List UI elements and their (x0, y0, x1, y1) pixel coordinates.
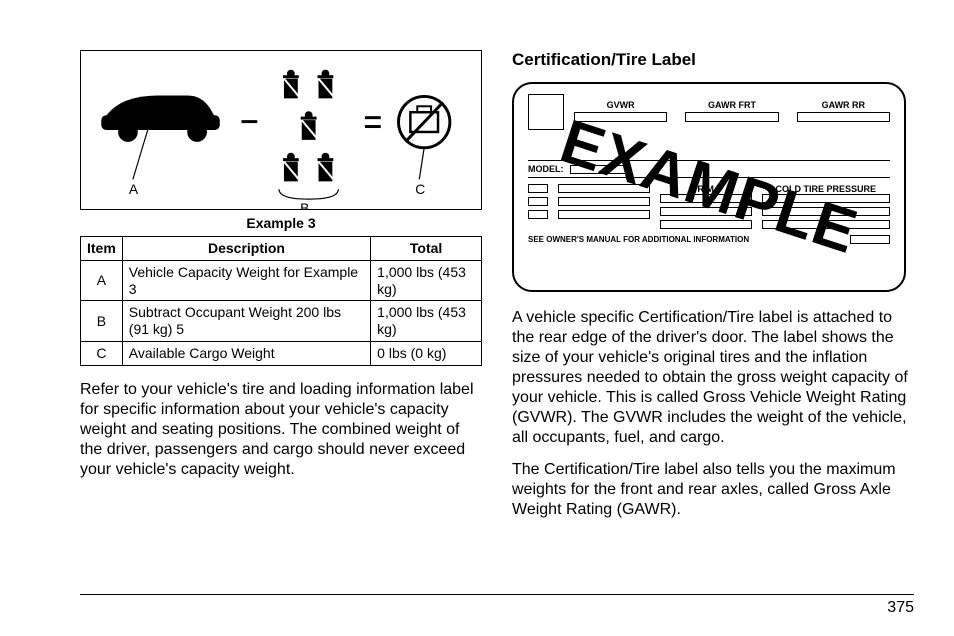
page-number: 375 (80, 595, 914, 617)
table-row: A Vehicle Capacity Weight for Example 3 … (81, 260, 482, 301)
field-label: GVWR (574, 100, 667, 110)
right-paragraph-2: The Certification/Tire label also tells … (512, 460, 914, 520)
cell-desc: Subtract Occupant Weight 200 lbs (91 kg)… (122, 301, 370, 342)
table-header: Description (122, 237, 370, 261)
passengers-group (283, 70, 333, 182)
right-column: Certification/Tire Label GVWR GAWR FRT G… (512, 50, 914, 590)
cell-item: A (81, 260, 123, 301)
field-label: GAWR FRT (685, 100, 778, 110)
section-heading: Certification/Tire Label (512, 50, 914, 70)
table-header: Total (371, 237, 482, 261)
cell-total: 0 lbs (0 kg) (371, 341, 482, 365)
cell-item: C (81, 341, 123, 365)
cell-total: 1,000 lbs (453 kg) (371, 260, 482, 301)
cell-desc: Vehicle Capacity Weight for Example 3 (122, 260, 370, 301)
cell-total: 1,000 lbs (453 kg) (371, 301, 482, 342)
certification-label-figure: GVWR GAWR FRT GAWR RR MODEL: (512, 82, 906, 292)
label-c: C (415, 181, 425, 197)
right-paragraph-1: A vehicle specific Certification/Tire la… (512, 308, 914, 448)
table-row: C Available Cargo Weight 0 lbs (0 kg) (81, 341, 482, 365)
field-label: GAWR RR (797, 100, 890, 110)
blank-box (558, 210, 650, 219)
diagram-caption: Example 3 (80, 215, 482, 231)
equation-diagram: A B (80, 50, 482, 210)
cell-item: B (81, 301, 123, 342)
blank-box (850, 235, 890, 244)
blank-box (528, 197, 548, 206)
table-row: B Subtract Occupant Weight 200 lbs (91 k… (81, 301, 482, 342)
weight-table: Item Description Total A Vehicle Capacit… (80, 236, 482, 366)
label-a: A (129, 181, 139, 197)
cell-desc: Available Cargo Weight (122, 341, 370, 365)
label-b: B (300, 200, 309, 209)
left-column: A B (80, 50, 482, 590)
left-paragraph: Refer to your vehicle's tire and loading… (80, 380, 482, 480)
blank-box (528, 210, 548, 219)
blank-box (685, 112, 778, 122)
blank-box (528, 184, 548, 193)
blank-box (797, 112, 890, 122)
blank-box (528, 94, 564, 130)
table-header: Item (81, 237, 123, 261)
